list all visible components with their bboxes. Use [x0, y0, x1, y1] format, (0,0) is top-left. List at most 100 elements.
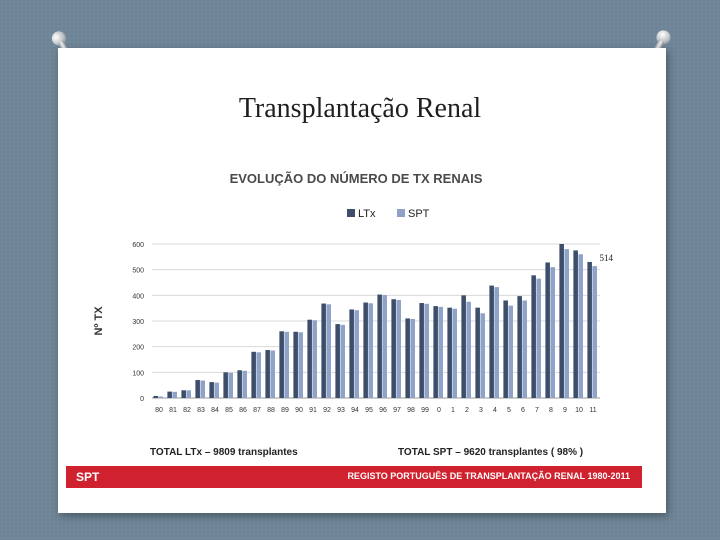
- y-tick-label: 200: [132, 345, 144, 352]
- bar-spt-80: [158, 396, 163, 398]
- bar-spt-89: [284, 331, 289, 398]
- x-tick-label: 3: [479, 407, 483, 414]
- legend-label-spt: SPT: [408, 208, 430, 220]
- bar-spt-83: [200, 380, 205, 398]
- chart-panel: EVOLUÇÃO DO NÚMERO DE TX RENAIS LTx SPT Nº …: [66, 160, 646, 495]
- bar-spt-8: [550, 267, 555, 398]
- bar-ltx-94: [349, 309, 354, 398]
- bar-spt-7: [536, 278, 541, 398]
- bar-spt-10: [578, 254, 583, 398]
- x-tick-label: 2: [465, 407, 469, 414]
- bar-spt-81: [172, 391, 177, 398]
- x-tick-label: 1: [451, 407, 455, 414]
- bar-spt-4: [494, 287, 499, 398]
- legend-swatch-spt: [397, 209, 405, 217]
- x-tick-label: 91: [309, 407, 317, 414]
- x-tick-label: 96: [379, 407, 387, 414]
- bar-ltx-98: [405, 318, 410, 398]
- bar-ltx-9: [559, 244, 564, 398]
- x-tick-label: 4: [493, 407, 497, 414]
- footer-right-label: REGISTO PORTUGUÊS DE TRANSPLANTAÇÃO RENA…: [347, 471, 630, 481]
- bar-ltx-83: [195, 380, 200, 398]
- bar-ltx-91: [307, 319, 312, 398]
- bar-ltx-10: [573, 250, 578, 398]
- bar-ltx-7: [531, 275, 536, 398]
- bar-chart: EVOLUÇÃO DO NÚMERO DE TX RENAIS LTx SPT Nº …: [93, 171, 613, 458]
- bar-ltx-95: [363, 302, 368, 398]
- bar-spt-99: [424, 303, 429, 398]
- x-tick-label: 81: [169, 407, 177, 414]
- x-tick-label: 97: [393, 407, 401, 414]
- y-tick-label: 600: [132, 242, 144, 249]
- bar-spt-2: [466, 301, 471, 398]
- x-tick-label: 88: [267, 407, 275, 414]
- bar-ltx-85: [223, 372, 228, 398]
- y-tick-label: 100: [132, 370, 144, 377]
- bar-ltx-11: [587, 261, 592, 398]
- y-tick-label: 0: [140, 396, 144, 403]
- bar-spt-5: [508, 305, 513, 398]
- bar-ltx-6: [517, 296, 522, 398]
- bar-spt-85: [228, 372, 233, 398]
- x-tick-label: 95: [365, 407, 373, 414]
- bar-spt-84: [214, 382, 219, 398]
- x-tick-label: 98: [407, 407, 415, 414]
- bar-spt-82: [186, 390, 191, 398]
- bar-ltx-96: [377, 294, 382, 398]
- x-tick-label: 11: [589, 407, 596, 414]
- bar-spt-87: [256, 352, 261, 398]
- total-spt-label: TOTAL SPT – 9620 transplantes ( 98% ): [398, 447, 583, 458]
- bar-ltx-80: [153, 395, 158, 398]
- bar-ltx-1: [447, 307, 452, 398]
- x-tick-label: 8: [549, 407, 553, 414]
- bar-ltx-8: [545, 262, 550, 398]
- annotation-label: 514: [599, 253, 613, 263]
- bar-ltx-90: [293, 331, 298, 398]
- bar-spt-88: [270, 350, 275, 398]
- bar-spt-1: [452, 308, 457, 398]
- x-tick-label: 10: [575, 407, 583, 414]
- bar-ltx-86: [237, 370, 242, 398]
- y-axis-label: Nº TX: [93, 306, 105, 336]
- bar-ltx-93: [335, 324, 340, 398]
- bar-spt-3: [480, 313, 485, 398]
- bar-spt-91: [312, 320, 317, 398]
- bar-ltx-88: [265, 350, 270, 398]
- x-tick-label: 92: [323, 407, 331, 414]
- x-tick-label: 89: [281, 407, 289, 414]
- x-tick-label: 93: [337, 407, 345, 414]
- y-tick-label: 400: [132, 293, 144, 300]
- total-ltx-label: TOTAL LTx – 9809 transplantes: [150, 447, 298, 458]
- x-tick-label: 7: [535, 407, 539, 414]
- x-tick-label: 87: [253, 407, 261, 414]
- x-tick-label: 94: [351, 407, 359, 414]
- bar-spt-92: [326, 304, 331, 398]
- legend-swatch-ltx: [347, 209, 355, 217]
- slide-title: Transplantação Renal: [238, 93, 482, 124]
- x-tick-label: 83: [197, 407, 205, 414]
- bar-spt-90: [298, 332, 303, 398]
- bar-ltx-5: [503, 300, 508, 398]
- footer-bar: SPT REGISTO PORTUGUÊS DE TRANSPLANTAÇÃO …: [66, 466, 642, 488]
- x-tick-label: 0: [437, 407, 441, 414]
- bar-ltx-0: [433, 306, 438, 398]
- x-tick-label: 86: [239, 407, 247, 414]
- bar-spt-9: [564, 249, 569, 398]
- bar-ltx-92: [321, 303, 326, 398]
- bar-spt-95: [368, 303, 373, 398]
- bar-spt-6: [522, 300, 527, 398]
- bar-ltx-89: [279, 331, 284, 398]
- bar-ltx-97: [391, 299, 396, 398]
- x-tick-label: 85: [225, 407, 233, 414]
- bar-spt-93: [340, 324, 345, 398]
- y-tick-label: 500: [132, 268, 144, 275]
- x-tick-label: 9: [563, 407, 567, 414]
- bar-spt-98: [410, 318, 415, 398]
- bar-spt-86: [242, 370, 247, 398]
- bar-spt-97: [396, 299, 401, 398]
- bar-ltx-3: [475, 307, 480, 398]
- x-tick-label: 5: [507, 407, 511, 414]
- x-tick-label: 6: [521, 407, 525, 414]
- bar-spt-0: [438, 306, 443, 398]
- x-tick-label: 90: [295, 407, 303, 414]
